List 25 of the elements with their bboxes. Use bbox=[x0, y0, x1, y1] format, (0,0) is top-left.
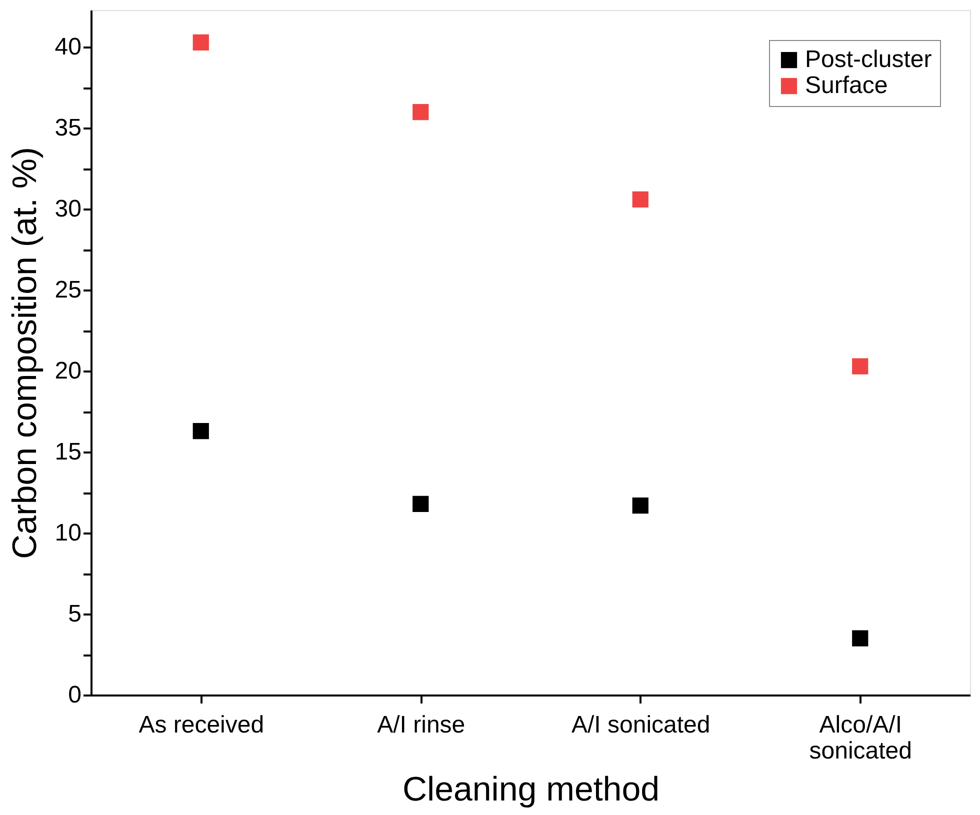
y-tick-label: 35 bbox=[54, 114, 82, 142]
y-tick-label: 25 bbox=[54, 276, 82, 304]
y-tick-label: 15 bbox=[54, 438, 82, 466]
x-tick-label: A/I rinse bbox=[377, 712, 466, 738]
x-tick-label: Alco/A/I sonicated bbox=[809, 712, 912, 764]
point bbox=[632, 497, 648, 514]
y-tick-label: 40 bbox=[54, 34, 82, 61]
point bbox=[632, 191, 648, 208]
x-tick-label: As received bbox=[138, 712, 264, 738]
y-tick-label: 5 bbox=[68, 600, 82, 628]
legend-label: Surface bbox=[805, 72, 888, 99]
point bbox=[412, 104, 429, 120]
y-axis-title: Carbon composition (at. %) bbox=[6, 147, 44, 559]
point bbox=[852, 630, 868, 646]
point bbox=[192, 34, 209, 50]
legend-label: Post-cluster bbox=[805, 46, 932, 73]
point bbox=[192, 422, 209, 440]
y-tick-label: 30 bbox=[54, 196, 82, 223]
y-tick-label: 10 bbox=[54, 520, 82, 547]
y-tick-label: 20 bbox=[54, 358, 82, 385]
y-tick-label: 0 bbox=[68, 682, 82, 708]
point bbox=[852, 358, 868, 374]
x-tick-label: A/I sonicated bbox=[572, 712, 710, 738]
x-axis-title: Cleaning method bbox=[402, 770, 660, 808]
point bbox=[412, 496, 429, 512]
